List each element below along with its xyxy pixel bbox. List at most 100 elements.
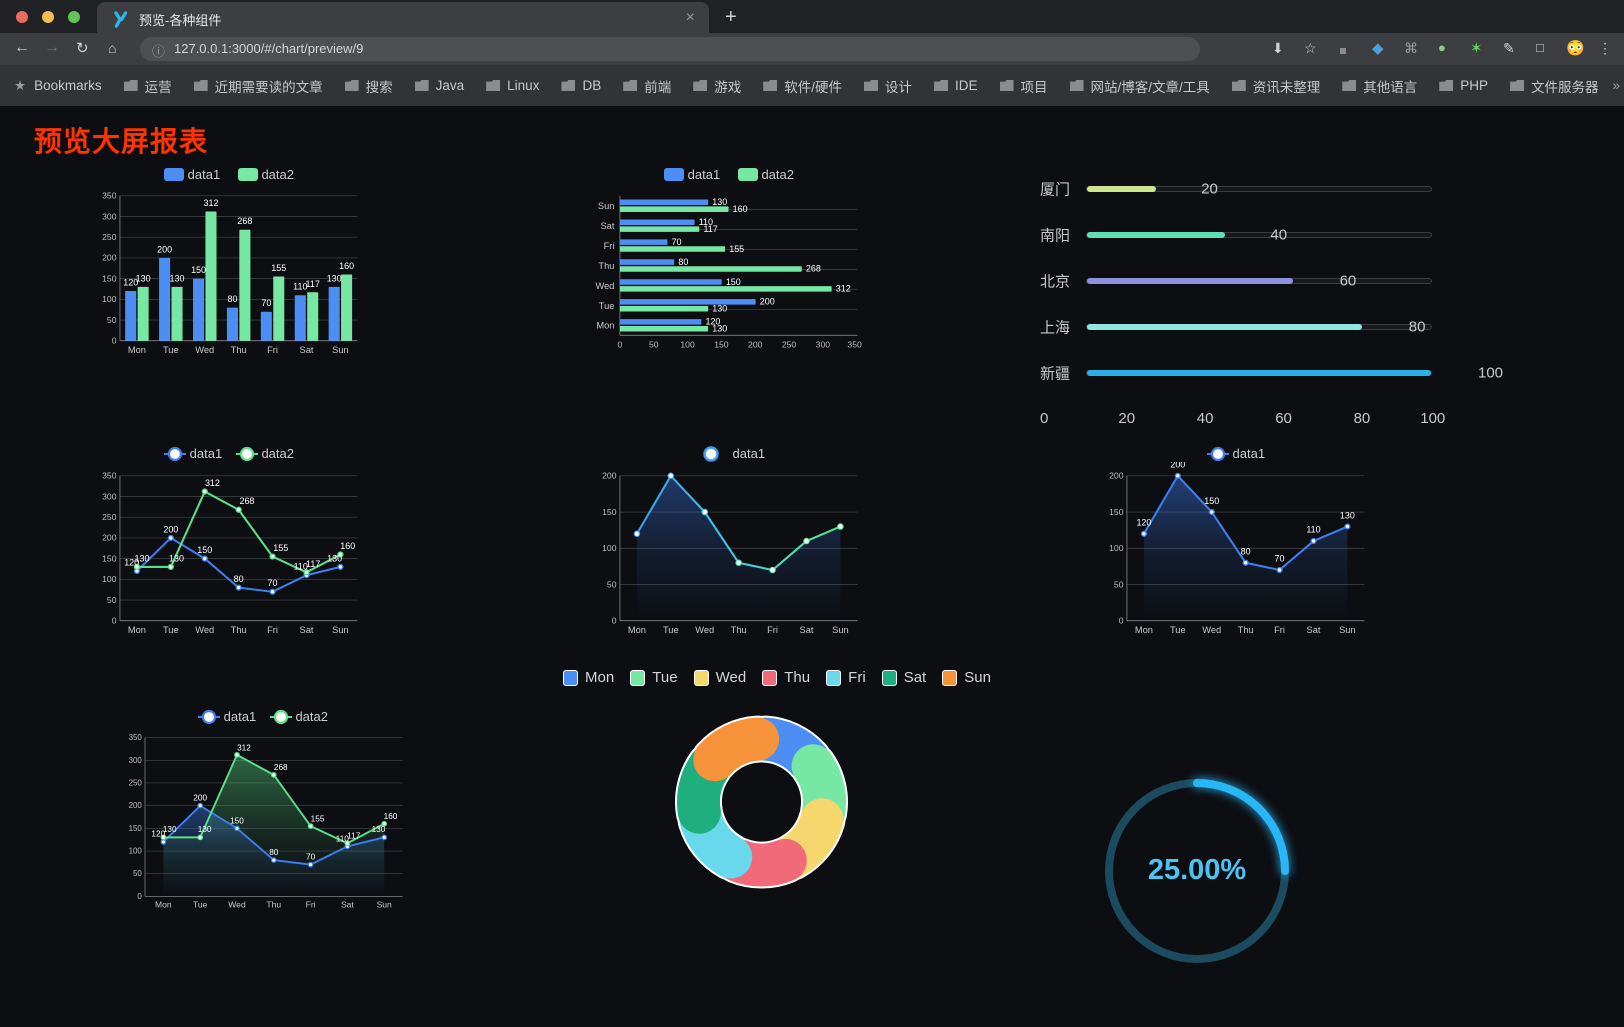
- svg-text:130: 130: [712, 324, 727, 334]
- svg-text:100: 100: [1109, 543, 1124, 553]
- svg-text:Thu: Thu: [231, 625, 247, 635]
- svg-text:200: 200: [193, 793, 207, 802]
- svg-text:Mon: Mon: [1135, 625, 1153, 635]
- svg-text:117: 117: [306, 558, 320, 568]
- svg-text:Thu: Thu: [231, 345, 247, 355]
- svg-text:0: 0: [1119, 615, 1124, 625]
- svg-text:300: 300: [129, 755, 143, 764]
- svg-text:150: 150: [602, 506, 617, 516]
- svg-text:0: 0: [137, 891, 142, 900]
- svg-text:Sun: Sun: [377, 899, 392, 908]
- svg-text:Sat: Sat: [1307, 625, 1321, 635]
- svg-text:130: 130: [327, 553, 342, 563]
- svg-text:Fri: Fri: [267, 625, 278, 635]
- svg-text:268: 268: [274, 763, 288, 772]
- svg-text:50: 50: [1114, 579, 1124, 589]
- svg-text:Sat: Sat: [300, 345, 314, 355]
- svg-text:130: 130: [135, 553, 150, 563]
- svg-text:25.00%: 25.00%: [1148, 854, 1247, 886]
- svg-text:80: 80: [227, 294, 237, 304]
- svg-text:Wed: Wed: [195, 345, 214, 355]
- svg-text:Thu: Thu: [1238, 625, 1254, 635]
- svg-text:Thu: Thu: [266, 899, 281, 908]
- svg-text:0: 0: [112, 336, 117, 346]
- svg-text:117: 117: [703, 224, 717, 234]
- svg-text:130: 130: [1340, 510, 1355, 520]
- svg-text:130: 130: [198, 825, 212, 834]
- svg-text:Sat: Sat: [600, 221, 614, 231]
- svg-text:250: 250: [102, 512, 117, 522]
- svg-text:150: 150: [1109, 506, 1124, 516]
- svg-text:150: 150: [714, 340, 729, 350]
- svg-text:80: 80: [269, 848, 279, 857]
- svg-text:200: 200: [760, 297, 775, 307]
- svg-text:130: 130: [327, 273, 342, 283]
- svg-text:50: 50: [649, 340, 659, 350]
- svg-text:Thu: Thu: [731, 625, 747, 635]
- svg-text:Tue: Tue: [193, 899, 208, 908]
- svg-text:150: 150: [129, 823, 143, 832]
- svg-text:200: 200: [163, 524, 178, 534]
- svg-text:Thu: Thu: [598, 261, 614, 271]
- svg-text:Fri: Fri: [1274, 625, 1285, 635]
- svg-text:130: 130: [712, 197, 727, 207]
- svg-text:Fri: Fri: [267, 345, 278, 355]
- svg-text:250: 250: [102, 232, 117, 242]
- svg-text:50: 50: [133, 869, 142, 878]
- svg-text:130: 130: [712, 304, 727, 314]
- svg-text:250: 250: [129, 778, 143, 787]
- svg-text:200: 200: [602, 470, 617, 480]
- svg-text:120: 120: [1136, 517, 1151, 527]
- svg-text:70: 70: [306, 852, 316, 861]
- svg-text:155: 155: [729, 244, 744, 254]
- svg-text:117: 117: [306, 279, 320, 289]
- svg-text:Sun: Sun: [1339, 625, 1356, 635]
- svg-text:80: 80: [234, 574, 244, 584]
- svg-text:100: 100: [129, 846, 143, 855]
- svg-text:Sun: Sun: [598, 201, 615, 211]
- svg-text:150: 150: [197, 545, 212, 555]
- svg-text:130: 130: [169, 553, 184, 563]
- svg-text:Sun: Sun: [332, 345, 349, 355]
- svg-text:268: 268: [806, 264, 821, 274]
- svg-text:350: 350: [847, 340, 862, 350]
- svg-text:Mon: Mon: [128, 625, 146, 635]
- svg-text:100: 100: [102, 294, 117, 304]
- svg-text:250: 250: [782, 340, 797, 350]
- svg-text:Wed: Wed: [195, 625, 214, 635]
- svg-text:155: 155: [311, 814, 325, 823]
- svg-text:Wed: Wed: [1202, 625, 1221, 635]
- svg-text:200: 200: [102, 253, 117, 263]
- svg-text:200: 200: [102, 532, 117, 542]
- svg-text:50: 50: [607, 579, 617, 589]
- svg-text:150: 150: [1204, 495, 1219, 505]
- svg-text:130: 130: [136, 273, 151, 283]
- svg-text:Wed: Wed: [595, 281, 614, 291]
- svg-text:155: 155: [271, 263, 286, 273]
- svg-text:200: 200: [129, 801, 143, 810]
- svg-text:200: 200: [748, 340, 763, 350]
- svg-text:130: 130: [372, 825, 386, 834]
- svg-text:100: 100: [680, 340, 695, 350]
- svg-text:50: 50: [107, 594, 117, 604]
- svg-text:160: 160: [340, 541, 355, 551]
- svg-text:80: 80: [1241, 546, 1251, 556]
- svg-text:117: 117: [347, 831, 361, 840]
- svg-text:200: 200: [157, 244, 172, 254]
- svg-text:160: 160: [733, 204, 748, 214]
- svg-text:Tue: Tue: [163, 625, 179, 635]
- svg-text:150: 150: [230, 816, 244, 825]
- svg-text:Sat: Sat: [341, 899, 354, 908]
- svg-text:312: 312: [836, 284, 851, 294]
- svg-text:Mon: Mon: [128, 345, 146, 355]
- svg-text:Mon: Mon: [596, 321, 614, 331]
- svg-text:350: 350: [102, 191, 117, 201]
- svg-text:70: 70: [1275, 553, 1285, 563]
- svg-text:155: 155: [273, 543, 288, 553]
- svg-text:300: 300: [102, 491, 117, 501]
- svg-text:Mon: Mon: [628, 625, 646, 635]
- svg-text:50: 50: [107, 315, 117, 325]
- svg-text:Wed: Wed: [228, 899, 246, 908]
- svg-text:350: 350: [102, 470, 117, 480]
- svg-text:70: 70: [672, 237, 682, 247]
